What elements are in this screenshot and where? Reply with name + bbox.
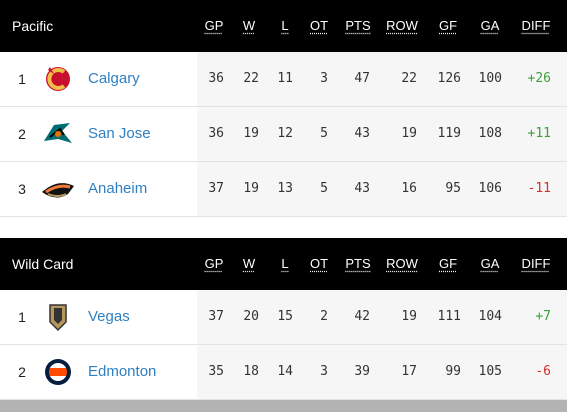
stat-value: 19 (401, 126, 417, 141)
bottom-bar (0, 400, 567, 412)
team-logo (44, 123, 72, 143)
stat-value: +26 (527, 71, 551, 86)
section-title: Wild Card (12, 256, 74, 272)
stat-value: +11 (527, 126, 551, 141)
stats-background (197, 52, 567, 106)
column-header: GF (438, 18, 458, 33)
stat-value: 12 (277, 126, 293, 141)
column-header: GP (204, 18, 224, 33)
stat-value: 39 (354, 364, 370, 379)
stat-value: 108 (478, 126, 502, 141)
team-row: 2 San Jose 36 19 12 5 43 19 119 108 +11 (0, 107, 567, 162)
stats-background (197, 345, 567, 399)
team-logo (45, 359, 71, 385)
stat-value: +7 (535, 309, 551, 324)
stat-value: 35 (208, 364, 224, 379)
team-row: 3 Anaheim 37 19 13 5 43 16 95 106 -11 (0, 162, 567, 217)
stat-value: 19 (243, 126, 259, 141)
team-logo (46, 67, 70, 91)
stat-value: 126 (437, 71, 461, 86)
column-header: W (242, 18, 256, 33)
team-name[interactable]: Edmonton (88, 363, 157, 380)
rank: 2 (18, 364, 26, 380)
column-header: ROW (386, 18, 418, 33)
stat-value: 5 (320, 181, 328, 196)
stat-value: 42 (354, 309, 370, 324)
stat-value: 13 (277, 181, 293, 196)
column-header: GA (480, 256, 500, 271)
column-header: OT (309, 256, 329, 271)
stat-value: 19 (401, 309, 417, 324)
team-name[interactable]: Vegas (88, 308, 130, 325)
stat-value: 36 (208, 71, 224, 86)
stat-value: 3 (320, 71, 328, 86)
rank: 2 (18, 126, 26, 142)
column-header: OT (309, 18, 329, 33)
column-header: DIFF (521, 18, 551, 33)
column-header: L (281, 18, 289, 33)
rank: 1 (18, 71, 26, 87)
stat-value: -11 (527, 181, 551, 196)
stat-value: 106 (478, 181, 502, 196)
team-logo (49, 304, 67, 332)
stat-value: 11 (277, 71, 293, 86)
stat-value: 104 (478, 309, 502, 324)
stat-value: 17 (401, 364, 417, 379)
column-header: ROW (386, 256, 418, 271)
stat-value: 22 (243, 71, 259, 86)
stat-value: 20 (243, 309, 259, 324)
team-logo (42, 183, 74, 198)
stat-value: -6 (535, 364, 551, 379)
stat-value: 47 (354, 71, 370, 86)
stat-value: 14 (277, 364, 293, 379)
stat-value: 5 (320, 126, 328, 141)
stat-value: 37 (208, 181, 224, 196)
section-header: Wild Card GP W L OT PTS ROW GF GA DIFF (0, 238, 567, 290)
section-header: Pacific GP W L OT PTS ROW GF GA DIFF (0, 0, 567, 52)
stats-background (197, 107, 567, 161)
stat-value: 16 (401, 181, 417, 196)
stat-value: 111 (437, 309, 461, 324)
stat-value: 43 (354, 181, 370, 196)
team-row: 1 Calgary 36 22 11 3 47 22 126 100 +26 (0, 52, 567, 107)
stat-value: 15 (277, 309, 293, 324)
column-header: GF (438, 256, 458, 271)
stat-value: 18 (243, 364, 259, 379)
team-name[interactable]: San Jose (88, 125, 151, 142)
column-header: DIFF (521, 256, 551, 271)
stat-value: 37 (208, 309, 224, 324)
stat-value: 43 (354, 126, 370, 141)
column-header: PTS (345, 18, 371, 33)
stat-value: 2 (320, 309, 328, 324)
team-name[interactable]: Calgary (88, 70, 140, 87)
column-header: GP (204, 256, 224, 271)
team-row: 2 Edmonton 35 18 14 3 39 17 99 105 -6 (0, 345, 567, 400)
rank: 3 (18, 181, 26, 197)
section-title: Pacific (12, 18, 54, 34)
stat-value: 22 (401, 71, 417, 86)
column-header: W (242, 256, 256, 271)
column-header: GA (480, 18, 500, 33)
stat-value: 19 (243, 181, 259, 196)
stat-value: 3 (320, 364, 328, 379)
stat-value: 95 (445, 181, 461, 196)
column-header: PTS (345, 256, 371, 271)
team-row: 1 Vegas 37 20 15 2 42 19 111 104 +7 (0, 290, 567, 345)
stat-value: 99 (445, 364, 461, 379)
stat-value: 119 (437, 126, 461, 141)
stat-value: 36 (208, 126, 224, 141)
stats-background (197, 290, 567, 344)
team-name[interactable]: Anaheim (88, 180, 148, 197)
column-header: L (281, 256, 289, 271)
rank: 1 (18, 309, 26, 325)
stats-background (197, 162, 567, 216)
stat-value: 100 (478, 71, 502, 86)
stat-value: 105 (478, 364, 502, 379)
